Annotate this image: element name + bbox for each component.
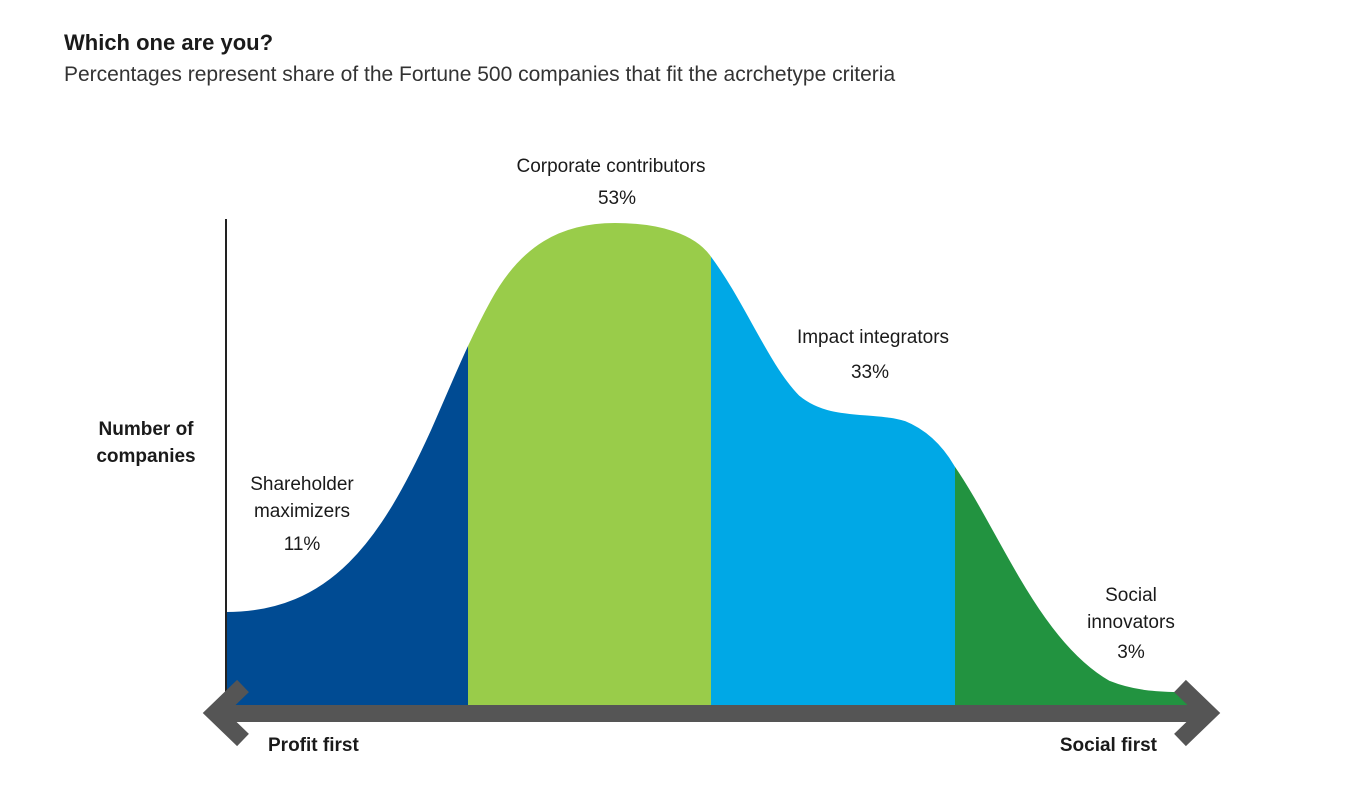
label-impact-integrators: Impact integrators: [797, 327, 949, 348]
y-axis-label-line-2: companies: [96, 446, 195, 467]
segment-shareholder-maximizers: [226, 343, 468, 705]
segment-corporate-contributors: [468, 222, 711, 705]
label-impact-integrators-share: 33%: [851, 362, 889, 383]
label-social-innovators-line-2: innovators: [1087, 612, 1175, 633]
label-shareholder-maximizers-line-1: Shareholder: [250, 474, 354, 495]
label-social-innovators-share: 3%: [1117, 642, 1145, 663]
x-axis-left-label: Profit first: [268, 735, 359, 756]
distribution-curve-outline: [225, 220, 1191, 693]
label-corporate-contributors-share: 53%: [598, 188, 636, 209]
segment-impact-integrators: [711, 255, 955, 705]
segment-social-innovators: [955, 465, 1190, 705]
label-shareholder-maximizers-line-2: maximizers: [254, 501, 350, 522]
y-axis-label-line-1: Number of: [99, 419, 195, 440]
label-social-innovators-line-1: Social: [1105, 585, 1157, 606]
x-axis-double-arrow: [202, 679, 1221, 747]
label-corporate-contributors: Corporate contributors: [516, 156, 705, 177]
chart-title: Which one are you?: [64, 30, 274, 55]
x-axis-right-label: Social first: [1060, 735, 1158, 756]
label-shareholder-maximizers-share: 11%: [284, 534, 321, 555]
chart-subtitle: Percentages represent share of the Fortu…: [64, 63, 896, 86]
